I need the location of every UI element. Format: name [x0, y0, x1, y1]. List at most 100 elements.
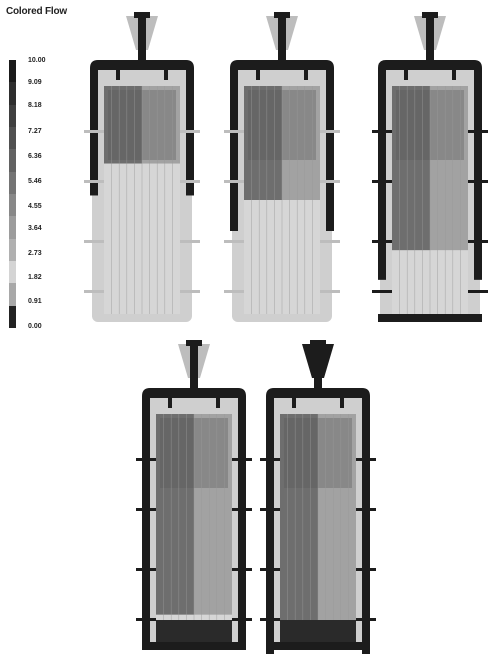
side-runner-left [230, 80, 238, 231]
legend-color-bar [9, 60, 16, 328]
side-rib-right [232, 458, 252, 461]
sprue-cap [186, 340, 202, 346]
legend-label: 7.27 [28, 128, 42, 135]
side-rib-left [372, 290, 392, 293]
legend-swatch [9, 60, 16, 83]
gate-right [164, 68, 168, 80]
side-rib-right [356, 508, 376, 511]
side-rib-left [260, 568, 280, 571]
side-rib-right [356, 568, 376, 571]
side-rib-left [84, 180, 104, 183]
legend-swatch [9, 193, 16, 217]
sprue-channel [190, 340, 198, 398]
legend-swatch [9, 149, 16, 172]
legend-label: 8.18 [28, 102, 42, 109]
mold-diagram [84, 12, 200, 322]
side-rib-right [356, 458, 376, 461]
gate-left [168, 396, 172, 408]
legend-swatch [9, 82, 16, 105]
mold-diagram [224, 12, 340, 322]
gate-right [216, 396, 220, 408]
side-rib-right [180, 180, 200, 183]
side-rib-left [260, 508, 280, 511]
sprue-channel [278, 12, 286, 70]
side-rib-left [372, 180, 392, 183]
side-rib-right [468, 240, 488, 243]
sprue-cap [134, 12, 150, 18]
side-rib-right [356, 618, 376, 621]
mold-diagram [260, 340, 376, 654]
gate-left [404, 68, 408, 80]
mold-diagram [136, 340, 252, 650]
side-runner-right [326, 80, 334, 231]
side-runner-left [266, 408, 274, 654]
side-rib-left [260, 618, 280, 621]
side-rib-left [136, 458, 156, 461]
gate-right [340, 396, 344, 408]
gate-left [116, 68, 120, 80]
side-rib-right [232, 618, 252, 621]
side-rib-left [372, 130, 392, 133]
side-rib-left [224, 290, 244, 293]
side-rib-left [224, 130, 244, 133]
side-rib-left [224, 240, 244, 243]
legend-label: 0.00 [28, 323, 42, 330]
legend-swatch [9, 305, 16, 328]
side-rib-right [180, 290, 200, 293]
cavity-fill-left [280, 414, 318, 642]
side-rib-left [260, 458, 280, 461]
side-rib-right [232, 568, 252, 571]
gate-left [292, 396, 296, 408]
cavity-base-fill [280, 620, 356, 642]
legend-swatch [9, 283, 16, 306]
gate-right [452, 68, 456, 80]
cavity-fill-right [194, 414, 232, 615]
legend-label: 6.36 [28, 153, 42, 160]
cavity-fill-right [318, 414, 356, 642]
legend-label: 1.82 [28, 274, 42, 281]
bottom-runner [142, 642, 246, 650]
side-rib-left [84, 240, 104, 243]
side-rib-right [468, 130, 488, 133]
side-runner-right [474, 80, 482, 280]
side-rib-right [468, 290, 488, 293]
mold-fill-panel-4 [134, 338, 254, 654]
side-rib-right [468, 180, 488, 183]
side-rib-left [136, 508, 156, 511]
legend-label: 4.55 [28, 203, 42, 210]
side-runner-right [238, 408, 246, 644]
cavity-base-fill [156, 620, 232, 642]
legend-swatch [9, 238, 16, 261]
legend-label: 0.91 [28, 298, 42, 305]
side-rib-right [320, 130, 340, 133]
side-rib-right [320, 290, 340, 293]
legend-swatch [9, 260, 16, 284]
cavity-fill-right [430, 86, 468, 251]
legend-title: Colored Flow [6, 6, 67, 17]
legend-swatch [9, 171, 16, 194]
sprue-cap [422, 12, 438, 18]
mold-fill-panel-1 [82, 10, 202, 326]
side-runner-left [142, 408, 150, 644]
side-rib-left [224, 180, 244, 183]
side-rib-right [232, 508, 252, 511]
legend-swatch [9, 104, 16, 127]
cavity-fill-right [282, 86, 320, 200]
gate-right [304, 68, 308, 80]
legend-label: 9.09 [28, 79, 42, 86]
cavity-fill-left [156, 414, 194, 615]
side-rib-right [180, 130, 200, 133]
bottom-runner [378, 314, 482, 322]
sprue-channel [314, 340, 322, 398]
top-runner [378, 60, 482, 86]
bottom-runner [266, 642, 370, 650]
top-runner [230, 60, 334, 86]
top-runner [142, 388, 246, 414]
sprue-channel [138, 12, 146, 70]
legend-swatch [9, 126, 16, 150]
sprue-channel [426, 12, 434, 70]
legend-label: 10.00 [28, 57, 46, 64]
legend-label: 5.46 [28, 178, 42, 185]
mold-fill-panel-2 [222, 10, 342, 326]
legend-label: 2.73 [28, 250, 42, 257]
